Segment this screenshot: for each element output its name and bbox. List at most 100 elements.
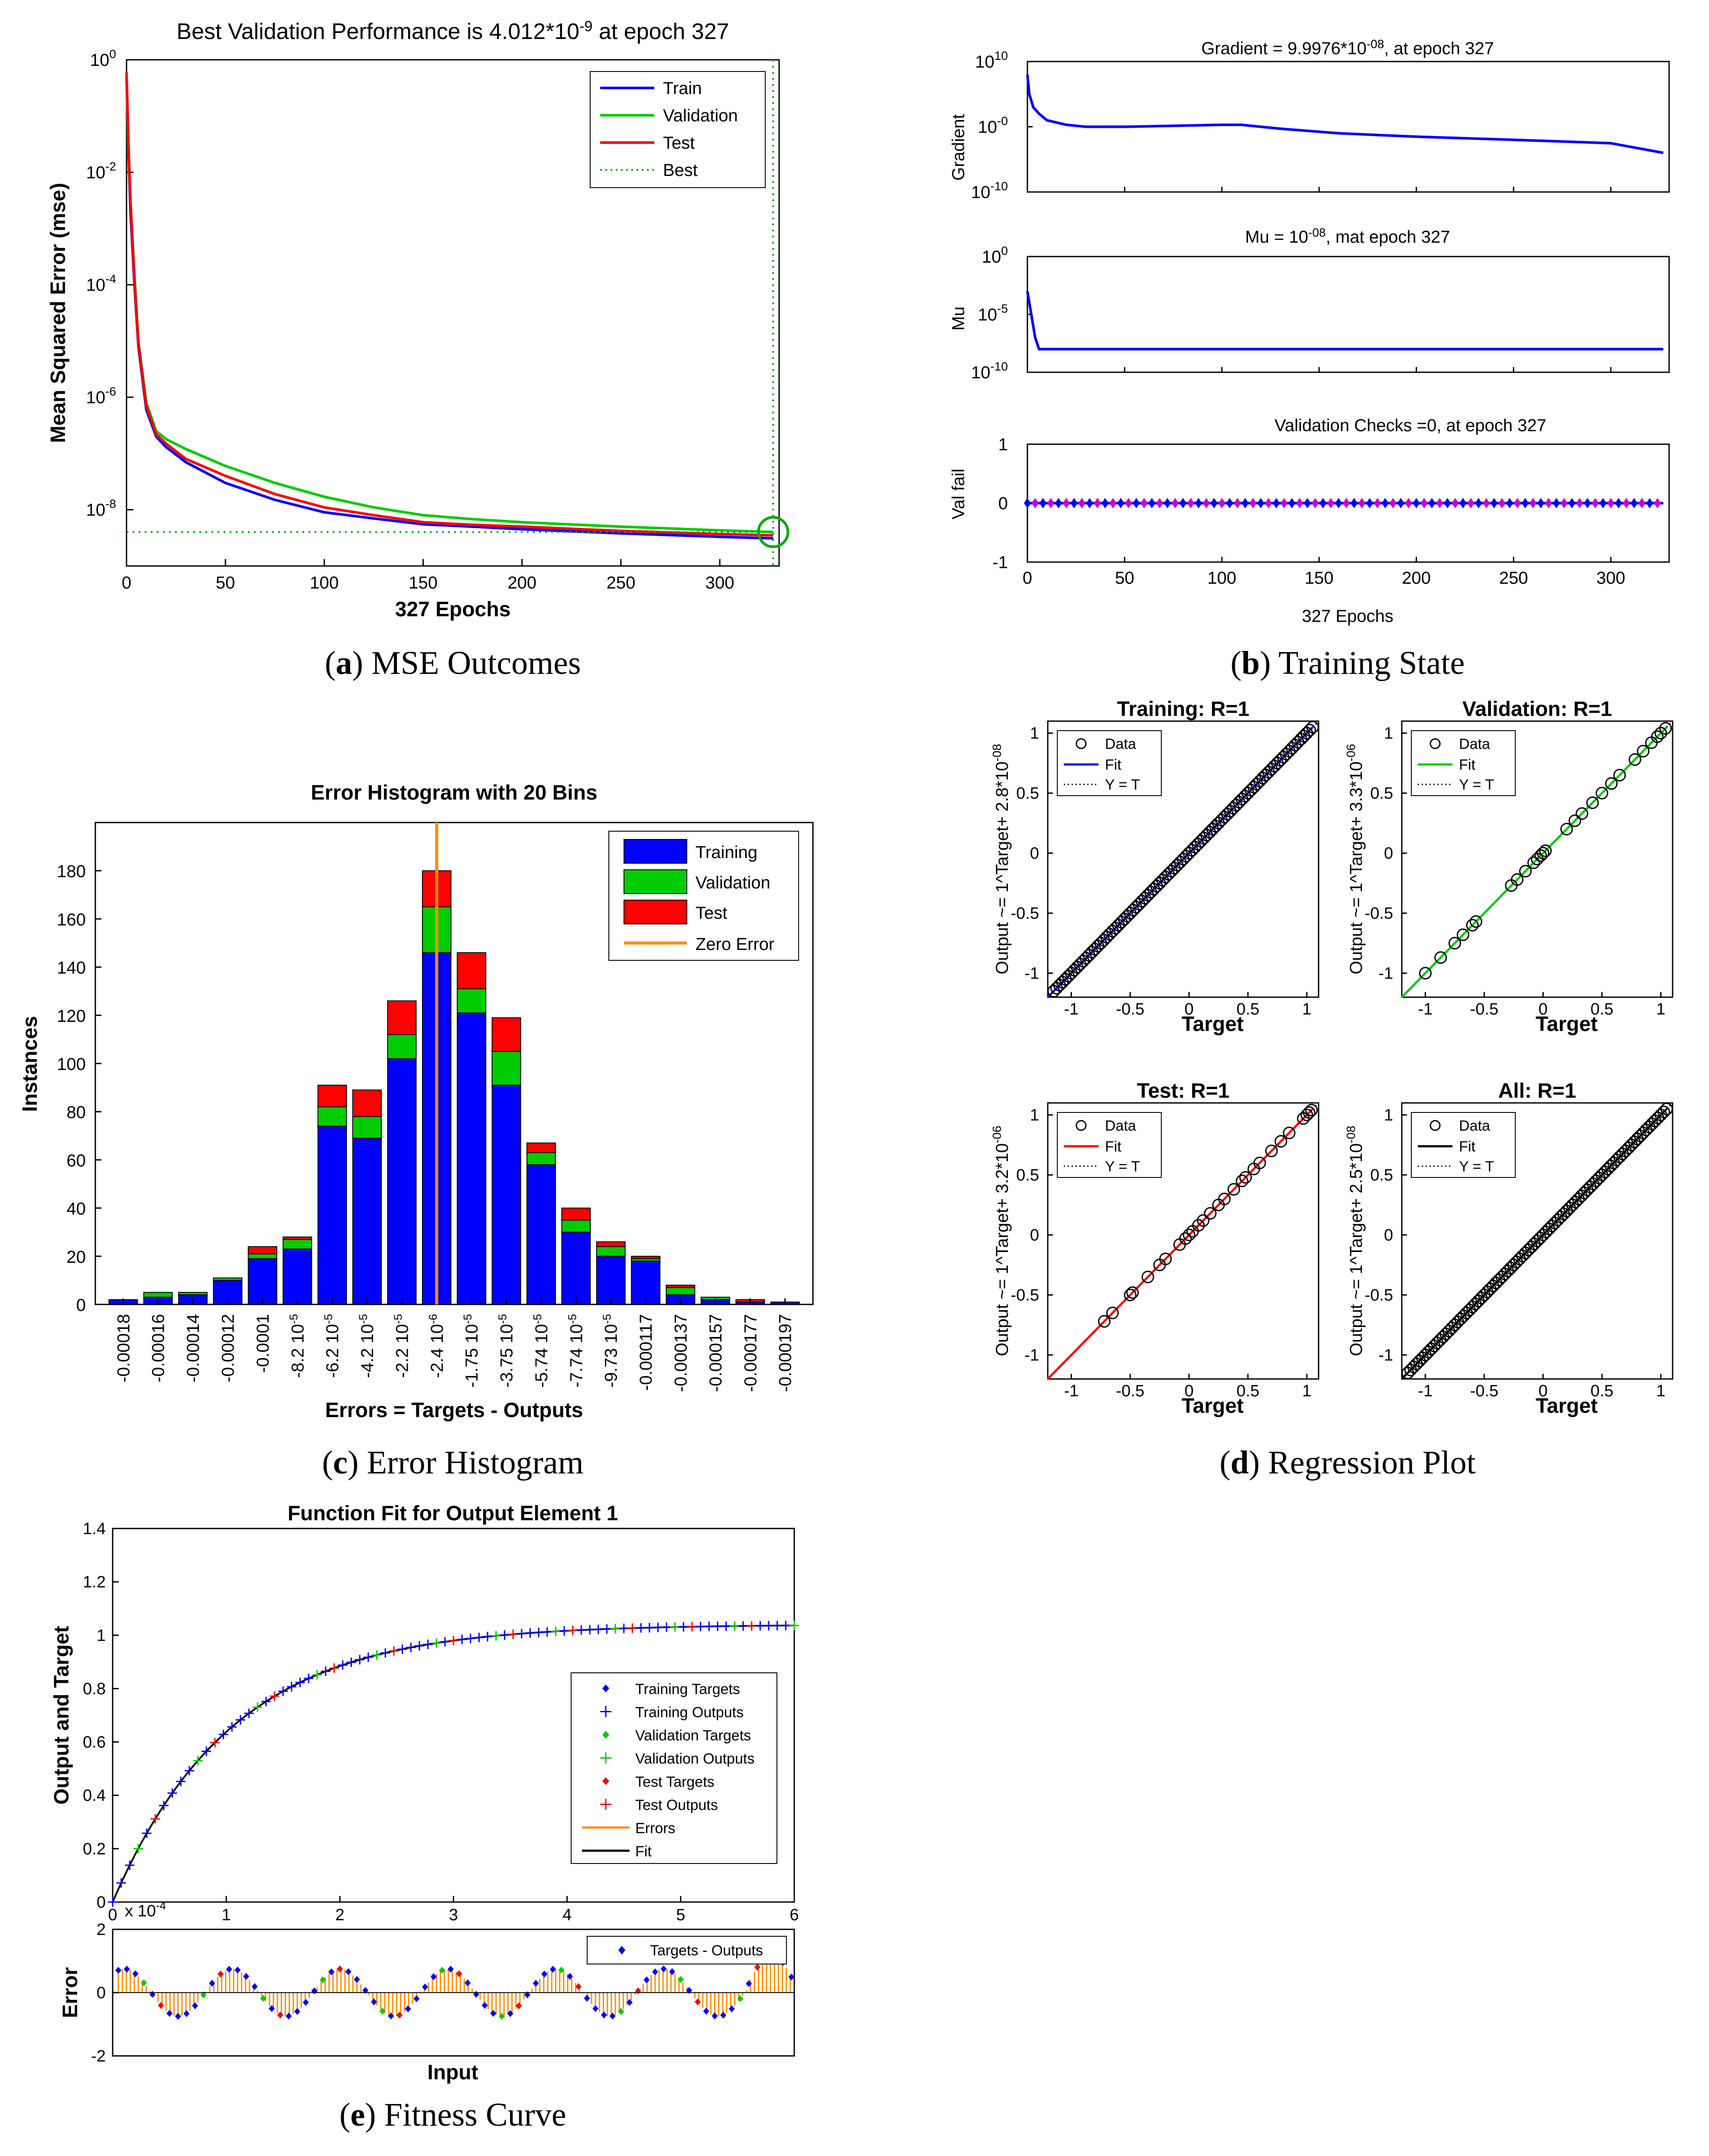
valfail-marker bbox=[1491, 498, 1498, 508]
regression-panel-2-data-point bbox=[1527, 856, 1540, 869]
mse-y-tick-label-exp: -6 bbox=[105, 385, 116, 398]
mu-title-suffix: , mat epoch 327 bbox=[1326, 228, 1450, 247]
regression-panel-1-x-tick-label: -0.5 bbox=[1116, 1000, 1144, 1018]
training-state-x-tick-label: 250 bbox=[1499, 569, 1528, 588]
error-marker bbox=[354, 1976, 360, 1983]
fit-marker bbox=[142, 1828, 152, 1838]
histogram-bar-test bbox=[666, 1284, 695, 1288]
caption-c-text: Error Histogram bbox=[367, 1444, 584, 1481]
regression-panel-3-data-point bbox=[1218, 1193, 1231, 1206]
valfail-marker bbox=[1195, 498, 1202, 508]
histogram-x-tick-label: -3.75 10-5 bbox=[496, 1314, 517, 1388]
regression-panel-3-data-point bbox=[1235, 1174, 1248, 1187]
error-marker bbox=[123, 1965, 130, 1973]
caption-e-letter: e bbox=[351, 2097, 365, 2133]
error-marker bbox=[320, 1976, 326, 1984]
caption-d-letter: d bbox=[1231, 1444, 1249, 1481]
fit-marker bbox=[508, 1629, 518, 1639]
regression-panel-2-x-tick-label: 0.5 bbox=[1591, 1000, 1614, 1018]
histogram-x-tick-label: -2.2 10-5 bbox=[391, 1314, 412, 1378]
regression-panel-2-data-point bbox=[1628, 753, 1641, 766]
histogram-x-tick-label-base: -3.75 10 bbox=[497, 1324, 517, 1388]
error-y-tick-label: -2 bbox=[91, 2047, 106, 2065]
error-marker bbox=[405, 2005, 411, 2013]
fit-marker bbox=[406, 1642, 416, 1652]
mse-legend-best: Best bbox=[663, 161, 698, 180]
histogram-x-tick-label: -4.2 10-5 bbox=[357, 1314, 377, 1378]
fit-marker bbox=[116, 1878, 126, 1888]
function-fit-series: 0 1 2 3 4 5 6 0 0.2 0.4 0.6 0.8 1 1.2 1.4 Training Targ… bbox=[83, 1520, 799, 2065]
mse-legend-test: Test bbox=[663, 133, 695, 153]
fit-marker bbox=[176, 1776, 186, 1786]
histogram-x-tick-label-exp: -5 bbox=[322, 1314, 335, 1324]
regression-panel-3-y-tick-label: -0.5 bbox=[1011, 1286, 1039, 1304]
fit-marker bbox=[653, 1623, 663, 1632]
valfail-marker bbox=[1405, 498, 1412, 508]
valfail-marker bbox=[1327, 498, 1335, 508]
histogram-legend: Training Validation Test Zero Error bbox=[608, 831, 799, 961]
fit-marker bbox=[772, 1621, 782, 1631]
error-marker bbox=[158, 2002, 164, 2009]
error-marker bbox=[575, 1983, 582, 1990]
regression-panel-3-title: Test: R=1 bbox=[1137, 1080, 1230, 1102]
mu-title-exp: -08 bbox=[1308, 226, 1326, 239]
histogram-bar-validation bbox=[247, 1253, 277, 1259]
histogram-legend-training-swatch bbox=[624, 839, 687, 864]
regression-panel-2-data-point bbox=[1613, 769, 1626, 782]
valfail-marker bbox=[1498, 498, 1506, 508]
regression-panel-4-x-tick-label: 1 bbox=[1656, 1382, 1665, 1400]
error-marker bbox=[490, 2010, 497, 2017]
fit-marker bbox=[593, 1624, 603, 1634]
histogram-bar-validation bbox=[317, 1106, 347, 1127]
valfail-marker bbox=[1553, 498, 1560, 508]
caption-d: (d) Regression Plot bbox=[1219, 1444, 1475, 1481]
fit-marker bbox=[627, 1623, 637, 1633]
regression-panel-2-legend-data: Data bbox=[1459, 736, 1490, 752]
regression-panel-3-ylabel: Output ~= 1^Target+ 3.2*10-06 bbox=[990, 1126, 1012, 1356]
error-marker bbox=[481, 2002, 488, 2009]
error-marker bbox=[549, 1966, 556, 1973]
histogram-x-tick-label-base: -2.2 10 bbox=[393, 1324, 412, 1378]
error-marker bbox=[218, 1971, 224, 1978]
histogram-y-tick-label: 100 bbox=[57, 1055, 86, 1074]
mse-x-tick-label: 50 bbox=[216, 573, 235, 592]
regression-panel-4-data-point bbox=[1657, 1106, 1670, 1119]
regression-panel-3-data-point bbox=[1274, 1135, 1287, 1148]
regression-panel-3-data-point bbox=[1106, 1307, 1119, 1320]
caption-b-text: Training State bbox=[1278, 645, 1465, 681]
mse-y-tick-label-base: 10 bbox=[86, 276, 106, 295]
histogram-bar-test bbox=[526, 1142, 556, 1153]
regression-chart: Training: R=1 -1 -0.5 0 0.5 1 1 0.5 0 -0.5 -1 Targe… bbox=[990, 698, 1673, 1418]
histogram-bar-training bbox=[247, 1258, 277, 1305]
gradient-title: Gradient = 9.9976*10-08, at epoch 327 bbox=[1201, 37, 1494, 58]
histogram-x-tick-label: -0.000137 bbox=[672, 1314, 691, 1392]
fit-x-tick-label: 3 bbox=[449, 1906, 458, 1924]
histogram-x-tick-label-base: -4.2 10 bbox=[358, 1324, 377, 1378]
regression-panel-3-y-tick-label: 0 bbox=[1030, 1226, 1039, 1245]
error-marker bbox=[788, 1974, 795, 1981]
histogram-x-tick-label: -1.75 10-5 bbox=[461, 1314, 481, 1388]
error-xlabel: Input bbox=[427, 2061, 478, 2084]
histogram-bar-training bbox=[387, 1058, 417, 1305]
fit-marker bbox=[201, 1746, 211, 1756]
regression-panel-4-ylabel-base: Output ~= 1^Target+ 2.5*10 bbox=[1347, 1143, 1366, 1356]
valfail-marker bbox=[1413, 498, 1420, 508]
fit-marker bbox=[346, 1657, 356, 1667]
error-marker bbox=[533, 1980, 539, 1987]
valfail-marker bbox=[1319, 498, 1327, 508]
regression-panel-4-ylabel-exp: -08 bbox=[1344, 1126, 1358, 1143]
valfail-marker bbox=[1420, 498, 1428, 508]
training-state-y-tick-label: 10-10 bbox=[971, 179, 1008, 202]
regression-panel-1-ylabel: Output ~= 1^Target+ 2.8*10-08 bbox=[990, 744, 1012, 975]
error-marker bbox=[686, 1987, 692, 1994]
valfail-marker bbox=[1047, 498, 1054, 508]
gradient-line bbox=[1026, 74, 1664, 154]
histogram-x-tick-label-exp: -5 bbox=[287, 1314, 300, 1324]
fit-marker bbox=[525, 1628, 535, 1638]
error-marker bbox=[541, 1971, 548, 1978]
error-marker bbox=[200, 1991, 207, 1999]
histogram-bar-training bbox=[526, 1164, 556, 1305]
histogram-x-tick-label: -7.74 10-5 bbox=[565, 1314, 586, 1388]
valfail-marker bbox=[1140, 498, 1148, 508]
